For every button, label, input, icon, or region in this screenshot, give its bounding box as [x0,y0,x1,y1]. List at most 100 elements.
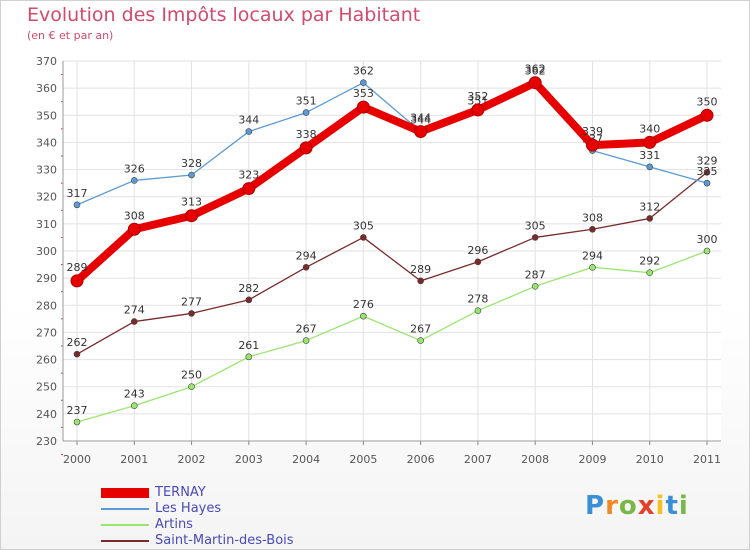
y-tick-label: 290 [36,272,57,285]
data-point [299,141,313,155]
logo-letter: o [618,491,638,521]
data-label: 313 [181,196,202,209]
data-point [703,247,711,255]
data-point [528,76,542,90]
data-label: 289 [410,263,431,276]
data-point [70,274,84,288]
series-line-les-hayes [76,82,708,206]
data-point [589,225,596,233]
data-label: 308 [124,209,145,222]
series-line-artins [76,250,708,423]
data-label: 287 [525,268,546,281]
data-point [646,215,654,222]
data-point [417,277,424,285]
x-tick-label: 2009 [578,453,606,466]
data-point [646,269,654,277]
legend-swatch [101,508,149,510]
data-point [643,135,657,149]
y-tick-label: 330 [36,164,57,177]
data-label: 300 [697,233,718,246]
data-point [474,258,482,266]
data-point [73,201,81,209]
logo-letter: P [585,491,606,521]
x-tick-label: 2003 [235,453,263,466]
legend-swatch [101,488,149,498]
chart-subtitle: (en € et par an) [27,29,114,42]
data-label: 267 [296,323,317,336]
x-tick-label: 2008 [521,453,549,466]
data-point [474,307,482,315]
data-label: 277 [181,295,202,308]
data-point [130,402,138,410]
data-label: 344 [410,112,431,125]
y-tick-label: 370 [36,55,57,68]
proxiti-logo: Proxiti [585,491,689,521]
data-point [245,128,253,135]
x-tick-label: 2006 [407,453,435,466]
data-point [531,282,539,290]
data-label: 289 [67,261,88,274]
data-label: 350 [697,95,718,108]
logo-letter: i [655,491,666,521]
legend-swatch [101,540,149,542]
data-point [360,79,367,87]
data-label: 267 [410,323,431,336]
x-tick-label: 2010 [636,453,664,466]
y-tick-label: 280 [36,299,57,312]
y-tick-label: 260 [36,354,57,367]
data-label: 305 [353,219,374,232]
legend-label: Les Hayes [155,501,222,516]
data-label: 328 [181,157,202,170]
data-label: 331 [639,149,660,162]
legend-label: TERNAY [155,485,206,500]
data-label: 323 [238,169,259,182]
data-label: 329 [697,154,718,167]
data-point [703,168,711,176]
data-label: 296 [467,244,488,257]
y-tick-label: 250 [36,381,57,394]
data-point [585,138,599,152]
chart-title: Evolution des Impôts locaux par Habitant [27,4,421,26]
x-tick-label: 2000 [63,453,91,466]
y-tick-label: 350 [36,109,57,122]
logo-letter: x [637,491,656,521]
data-point [360,234,367,241]
y-tick-label: 230 [36,435,57,448]
data-label: 276 [353,298,374,311]
data-label: 326 [124,162,145,175]
data-label: 351 [296,95,317,108]
data-point [302,263,310,271]
data-label: 362 [525,65,546,78]
series-line-saint-martin-des-bois [76,171,708,355]
data-label: 344 [238,114,259,127]
data-point [242,182,256,196]
y-tick-label: 310 [36,218,57,231]
data-point [130,177,138,184]
y-tick-label: 340 [36,136,57,149]
data-label: 278 [467,293,488,306]
data-point [700,108,714,122]
data-point [188,383,195,391]
data-point [360,312,367,320]
x-tick-label: 2011 [693,453,721,466]
y-tick-label: 360 [36,82,57,95]
y-tick-label: 320 [36,191,57,204]
y-tick-label: 300 [36,245,57,258]
data-label: 262 [67,336,88,349]
x-tick-label: 2004 [292,453,320,466]
data-label: 282 [238,282,259,295]
data-point [414,125,428,139]
y-tick-label: 240 [36,408,57,421]
data-label: 274 [124,304,145,317]
series-line-ternay [73,78,711,285]
data-point [703,179,711,187]
data-label: 243 [124,388,145,401]
data-label: 362 [525,63,546,76]
data-label: 308 [582,211,603,224]
x-tick-label: 2005 [349,453,377,466]
data-point [646,163,654,171]
data-point [356,100,370,114]
data-label: 344 [410,114,431,127]
data-label: 325 [697,165,718,178]
data-label: 294 [296,249,317,262]
